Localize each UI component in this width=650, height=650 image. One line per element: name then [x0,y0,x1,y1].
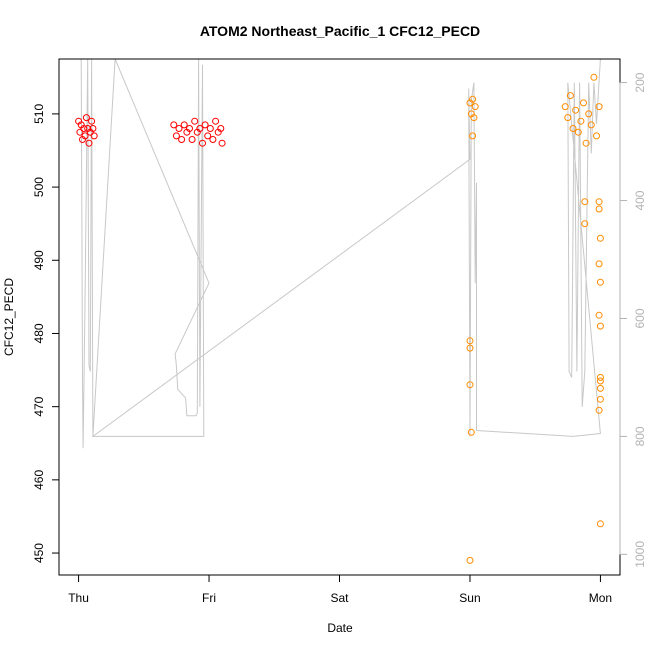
y-tick-label: 510 [32,104,46,124]
data-point [196,125,204,132]
data-point [595,311,603,319]
data-point [218,139,226,147]
data-point [596,520,604,528]
y2-tick-label: 800 [633,426,647,446]
data-point [209,136,217,143]
y-tick-label: 500 [32,177,46,197]
plot-frame [58,58,621,576]
data-point [561,103,569,111]
x-axis: Thu Fri Sat Sun Mon [68,574,612,605]
y-axis-label: CFC12_PECD [2,278,16,356]
data-point [470,114,478,122]
data-point [466,556,474,564]
data-point [90,132,98,140]
y-tick-label: 470 [32,396,46,416]
data-point [596,373,604,381]
data-point [574,128,582,136]
data-point [80,125,88,132]
data-point [466,381,474,389]
data-point [212,117,220,125]
data-point [88,117,96,125]
x-tick-label: Sun [459,591,480,605]
depth-profile-line [80,58,601,449]
y-tick-label: 450 [32,543,46,563]
data-point [217,125,225,132]
data-point [466,337,474,345]
data-point [581,220,589,228]
data-point [590,73,598,81]
x-axis-label: Date [327,621,353,635]
x-tick-label: Thu [68,591,89,605]
data-point [582,139,590,147]
data-point [596,395,604,403]
x-tick-label: Fri [202,591,216,605]
y2-tick-label: 1000 [633,541,647,568]
data-point [188,136,196,143]
depth-line-layer [80,58,601,449]
data-point [596,384,604,392]
data-point [585,110,593,118]
x-tick-label: Mon [589,591,612,605]
data-point [595,406,603,414]
data-point [596,278,604,286]
data-point [569,125,577,132]
data-point [572,106,580,114]
y-tick-label: 480 [32,323,46,343]
data-point [580,99,587,107]
y-tick-label: 460 [32,470,46,490]
data-point [201,121,209,129]
data-point [593,132,600,140]
data-point [186,125,193,132]
points-layer [75,73,604,564]
data-point [81,132,89,140]
data-point [595,260,603,268]
y2-tick-label: 400 [633,190,647,210]
secondary-y-axis: 200 400 600 800 1000 [619,72,647,568]
data-point [595,205,603,213]
data-point [587,121,595,129]
y-tick-label: 490 [32,250,46,270]
data-point [191,117,199,125]
chart-title: ATOM2 Northeast_Pacific_1 CFC12_PECD [200,23,480,39]
data-point [471,103,479,111]
data-point [596,377,604,385]
data-point [204,132,212,140]
data-point [89,125,97,132]
data-point [595,198,603,206]
data-point [577,117,585,125]
data-point [172,132,180,140]
data-point [566,92,574,100]
y2-tick-label: 200 [633,72,647,92]
data-point [178,136,186,143]
data-point [467,428,475,436]
data-point [85,139,93,147]
data-point [199,139,206,147]
data-point [175,125,183,132]
data-point [596,234,604,242]
data-point [564,114,572,122]
data-point [206,125,214,132]
data-point [180,121,188,129]
data-point [595,103,603,111]
x-tick-label: Sat [330,591,349,605]
data-point [76,128,84,136]
data-point [466,344,474,352]
data-point [596,322,604,330]
data-point [469,95,477,103]
data-point [469,132,477,140]
data-point [170,121,178,129]
y-axis: 450 460 470 480 490 500 510 [32,104,60,563]
y2-tick-label: 600 [633,308,647,328]
data-point [581,198,589,206]
data-point [82,114,90,122]
